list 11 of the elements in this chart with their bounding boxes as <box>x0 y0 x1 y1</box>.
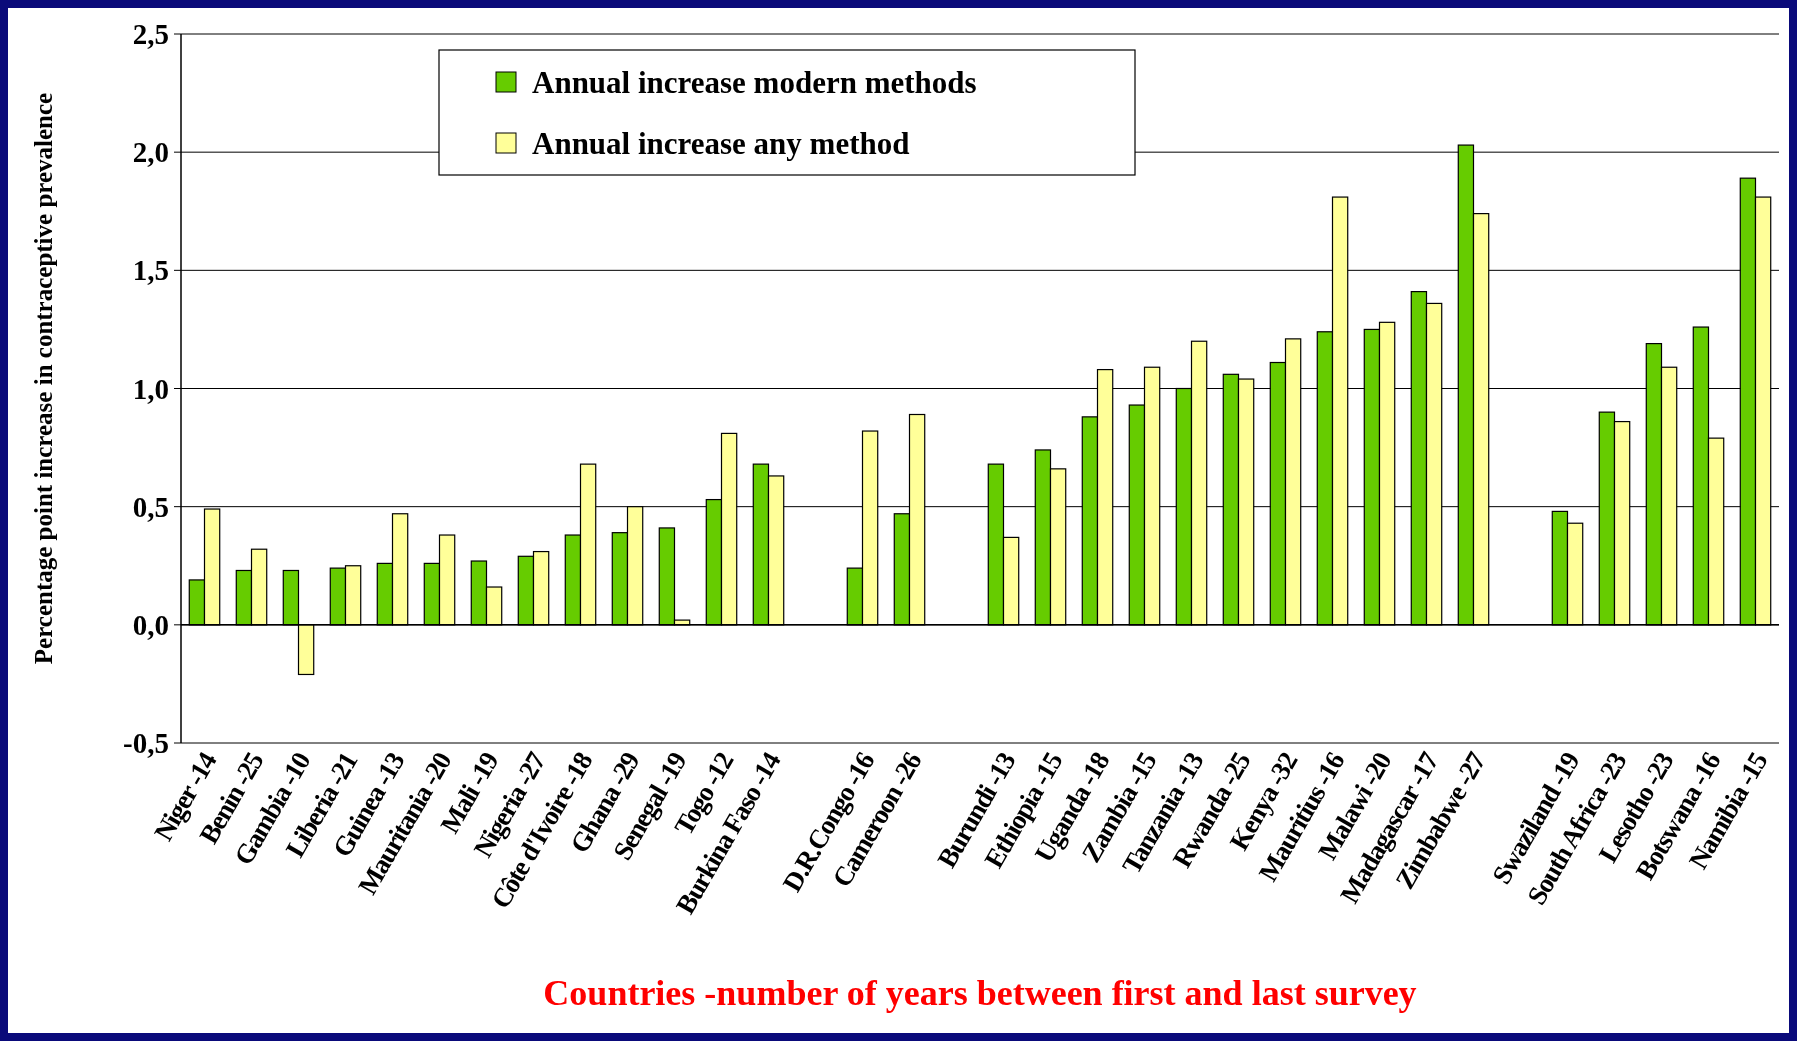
y-tick-label: 2,5 <box>132 18 169 51</box>
x-axis-title: Countries -number of years between first and last survey <box>543 973 1417 1013</box>
y-tick-label: 0,5 <box>132 490 169 523</box>
y-tick-label: -0,5 <box>123 727 169 760</box>
legend-label: Annual increase modern methods <box>532 64 977 100</box>
y-tick-label: 1,5 <box>132 254 169 287</box>
y-axis-title: Percentage point increase in contraceptive prevalence <box>30 92 57 665</box>
y-tick-label: 2,0 <box>132 136 169 169</box>
y-tick-label: 0,0 <box>132 608 169 641</box>
legend-label: Annual increase any method <box>532 125 910 161</box>
y-tick-label: 1,0 <box>132 372 169 405</box>
